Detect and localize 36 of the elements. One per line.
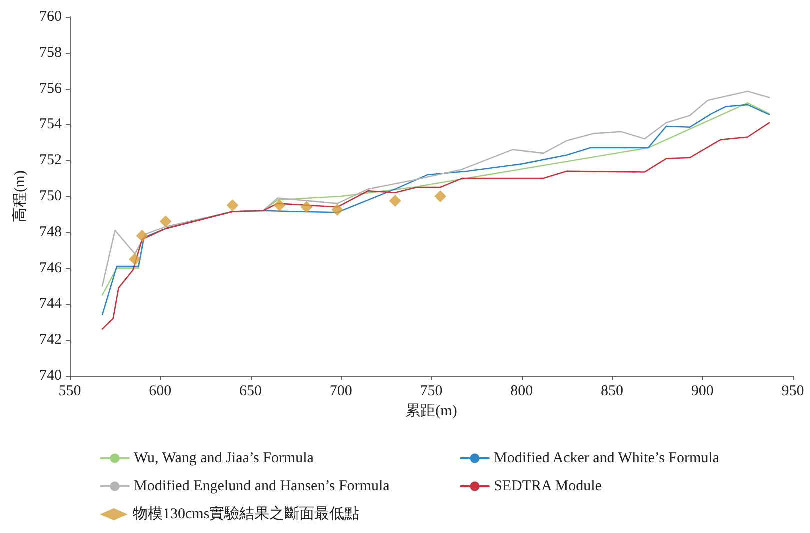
point bbox=[389, 194, 402, 207]
y-tick-label: 758 bbox=[40, 44, 62, 61]
legend-label: Modified Engelund and Hansen’s Formula bbox=[134, 478, 390, 494]
legend-label: Wu, Wang and Jiaa’s Formula bbox=[134, 450, 314, 466]
y-tick-label: 760 bbox=[40, 9, 62, 25]
y-tick-label: 748 bbox=[40, 224, 62, 240]
point bbox=[434, 190, 447, 202]
x-tick-label: 600 bbox=[149, 384, 172, 400]
y-tick-label: 744 bbox=[40, 296, 62, 312]
y-tick-label: 740 bbox=[40, 368, 62, 384]
point bbox=[160, 216, 172, 228]
x-tick-label: 550 bbox=[58, 384, 82, 400]
legend-label: Modified Acker and White’s Formula bbox=[494, 450, 720, 466]
y-tick-label: 752 bbox=[40, 152, 62, 169]
x-tick-label: 650 bbox=[240, 384, 262, 400]
point bbox=[226, 199, 239, 212]
point bbox=[274, 199, 286, 212]
point bbox=[300, 201, 313, 214]
legend-label: 物模130cms實驗結果之斷面最低點 bbox=[133, 506, 360, 522]
x-tick-label: 900 bbox=[691, 384, 714, 400]
legend-label: SEDTRA Module bbox=[494, 478, 602, 494]
x-tick-label: 950 bbox=[782, 384, 804, 400]
x-tick-label: 700 bbox=[330, 384, 352, 400]
x-tick-label: 800 bbox=[510, 384, 534, 400]
y-tick-label: 746 bbox=[40, 260, 62, 276]
x-tick-label: 750 bbox=[420, 384, 443, 400]
y-tick-label: 750 bbox=[40, 188, 62, 204]
y-tick-label: 754 bbox=[40, 116, 62, 133]
point bbox=[129, 253, 142, 266]
y-tick-label: 756 bbox=[40, 80, 62, 97]
y-tick-label: 742 bbox=[40, 332, 62, 348]
y-axis-title: 高程(m) bbox=[12, 170, 28, 222]
point bbox=[332, 204, 344, 216]
x-axis-title: 累距(m) bbox=[406, 404, 458, 420]
x-tick-label: 850 bbox=[601, 384, 624, 400]
point bbox=[136, 230, 148, 242]
